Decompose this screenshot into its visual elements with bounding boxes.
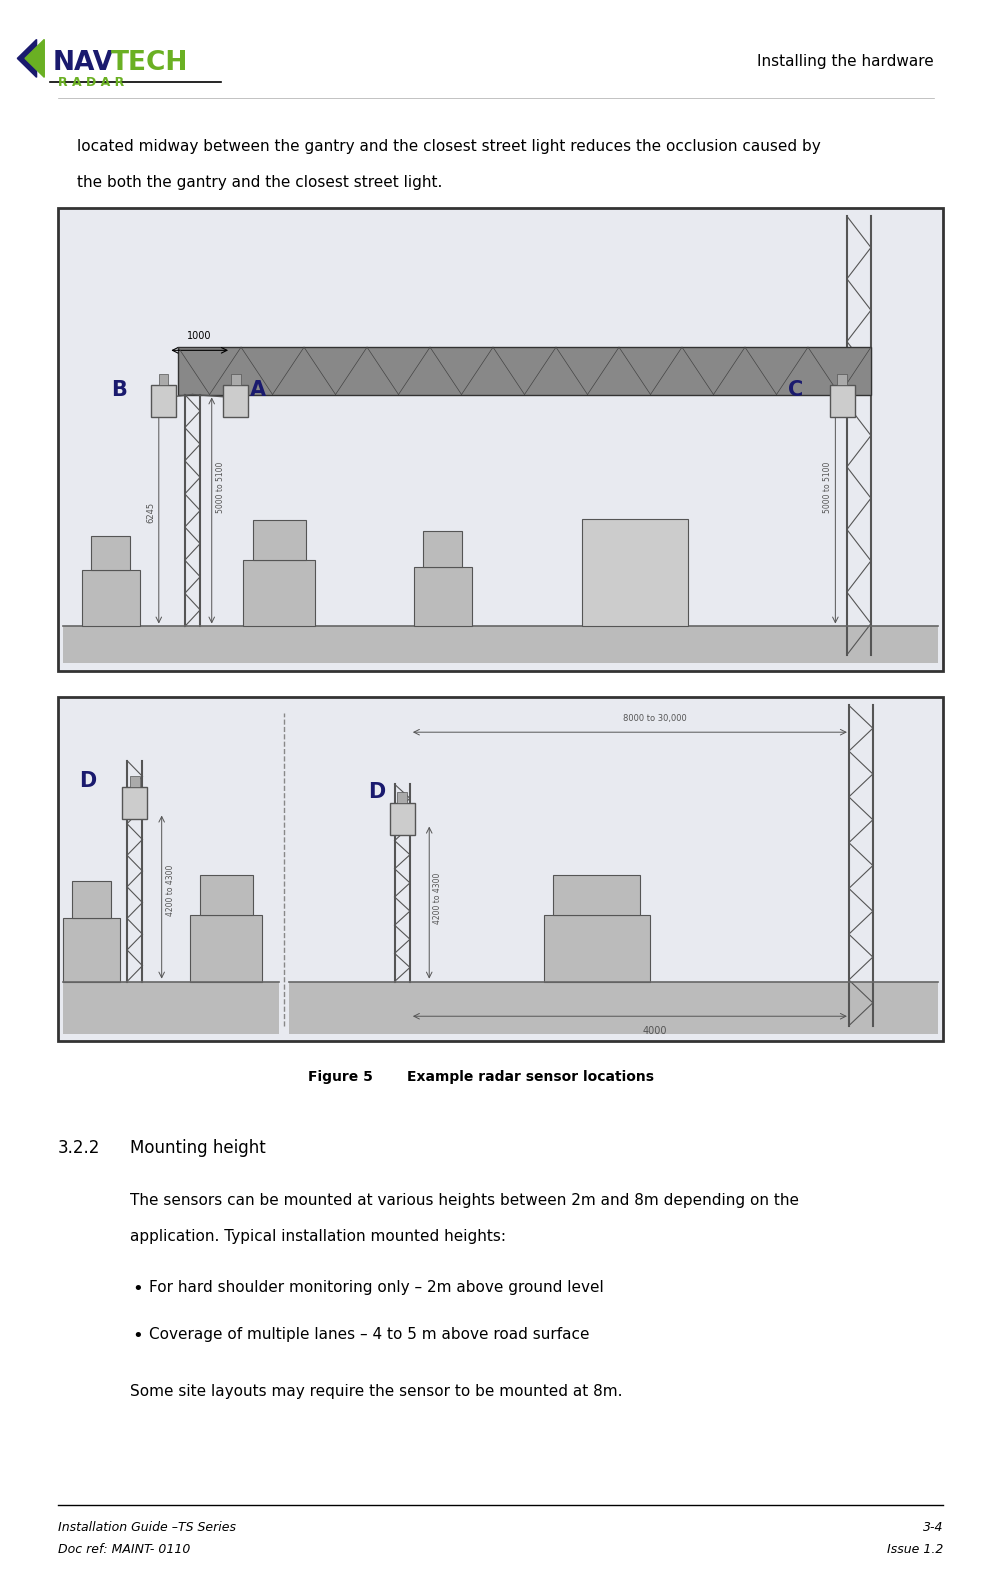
Bar xyxy=(72,881,111,918)
Bar xyxy=(838,374,847,385)
Bar xyxy=(63,918,121,982)
Text: 5000 to 5100: 5000 to 5100 xyxy=(823,461,832,513)
Bar xyxy=(423,530,462,567)
Bar xyxy=(123,787,147,819)
Text: R A D A R: R A D A R xyxy=(58,76,124,88)
Text: Issue 1.2: Issue 1.2 xyxy=(886,1543,943,1556)
Text: Figure 5       Example radar sensor locations: Figure 5 Example radar sensor locations xyxy=(308,1070,654,1084)
Bar xyxy=(544,915,649,982)
Polygon shape xyxy=(17,39,37,77)
Text: The sensors can be mounted at various heights between 2m and 8m depending on the: The sensors can be mounted at various he… xyxy=(129,1193,799,1209)
Bar xyxy=(243,560,315,626)
Bar xyxy=(583,519,688,626)
Text: 1000: 1000 xyxy=(187,331,212,341)
Bar xyxy=(58,208,943,671)
Bar xyxy=(82,570,139,626)
Bar xyxy=(397,792,407,803)
Bar xyxy=(58,697,943,1041)
Bar xyxy=(231,374,241,385)
Text: NAV: NAV xyxy=(53,50,114,76)
Text: For hard shoulder monitoring only – 2m above ground level: For hard shoulder monitoring only – 2m a… xyxy=(149,1280,604,1296)
Text: Installation Guide –TS Series: Installation Guide –TS Series xyxy=(58,1521,236,1534)
Text: Doc ref: MAINT- 0110: Doc ref: MAINT- 0110 xyxy=(58,1543,190,1556)
Text: 6245: 6245 xyxy=(146,502,155,522)
Text: 3-4: 3-4 xyxy=(922,1521,943,1534)
Bar xyxy=(158,374,168,385)
Text: Coverage of multiple lanes – 4 to 5 m above road surface: Coverage of multiple lanes – 4 to 5 m ab… xyxy=(149,1327,590,1343)
Bar xyxy=(554,876,640,915)
Text: application. Typical installation mounted heights:: application. Typical installation mounte… xyxy=(129,1229,506,1245)
Text: the both the gantry and the closest street light.: the both the gantry and the closest stre… xyxy=(77,175,442,191)
Text: Installing the hardware: Installing the hardware xyxy=(757,54,933,69)
Bar xyxy=(389,803,414,835)
Text: 4200 to 4300: 4200 to 4300 xyxy=(433,873,442,925)
Text: 8000 to 30,000: 8000 to 30,000 xyxy=(622,713,686,723)
Text: 4000: 4000 xyxy=(642,1026,666,1035)
Text: TECH: TECH xyxy=(111,50,188,76)
Text: •: • xyxy=(131,1327,142,1344)
Text: 5000 to 5100: 5000 to 5100 xyxy=(215,461,224,513)
Text: A: A xyxy=(250,380,266,399)
Text: C: C xyxy=(789,380,804,399)
Bar xyxy=(289,982,938,1034)
Text: Some site layouts may require the sensor to be mounted at 8m.: Some site layouts may require the sensor… xyxy=(129,1384,622,1400)
Bar xyxy=(178,347,871,394)
Bar xyxy=(223,385,248,417)
Polygon shape xyxy=(25,39,44,77)
Text: 3.2.2: 3.2.2 xyxy=(58,1139,101,1157)
Text: •: • xyxy=(131,1280,142,1297)
Text: 4200 to 4300: 4200 to 4300 xyxy=(165,865,174,917)
Bar xyxy=(830,385,855,417)
Bar xyxy=(63,626,938,663)
Bar xyxy=(129,776,139,787)
Bar xyxy=(253,521,306,560)
Bar xyxy=(63,982,279,1034)
Text: Mounting height: Mounting height xyxy=(129,1139,266,1157)
Text: D: D xyxy=(368,783,385,802)
Text: B: B xyxy=(111,380,126,399)
Bar xyxy=(190,915,262,982)
Bar xyxy=(413,567,471,626)
Bar xyxy=(151,385,176,417)
Bar xyxy=(199,876,253,915)
Bar xyxy=(92,535,129,570)
Text: D: D xyxy=(79,772,97,791)
Text: located midway between the gantry and the closest street light reduces the occlu: located midway between the gantry and th… xyxy=(77,139,821,155)
